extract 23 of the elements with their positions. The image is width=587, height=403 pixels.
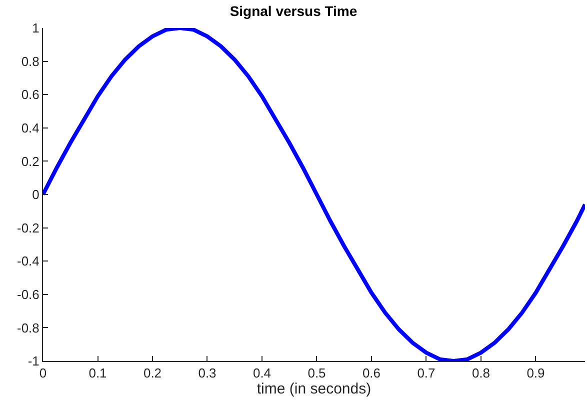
y-tick-label: -0.6: [16, 286, 40, 302]
y-tick-label: 0.4: [21, 120, 40, 136]
y-tick-label: -0.2: [16, 220, 40, 236]
x-axis-title: time (in seconds): [256, 380, 372, 398]
y-tick-label: 0.6: [21, 87, 40, 102]
line-series: [43, 28, 585, 361]
y-tick-label: 0.8: [21, 54, 40, 69]
x-tick-label: 0.7: [417, 366, 436, 381]
x-tick-label: 0.8: [472, 366, 490, 381]
y-tick-label: 1: [32, 20, 40, 36]
x-tick-label: 0.6: [362, 366, 381, 381]
x-tick-label: 0.9: [526, 366, 545, 381]
y-tick-label: -1: [28, 354, 40, 369]
y-tick-label: -0.8: [16, 320, 40, 336]
x-tick-label: 0.3: [198, 366, 216, 381]
y-tick-label: 0: [32, 187, 40, 202]
x-tick-label: 0.5: [308, 366, 326, 381]
y-tick-label: 0.2: [21, 154, 40, 169]
y-tick-label: -0.4: [16, 254, 40, 269]
x-tick-label: 0.2: [143, 366, 162, 381]
x-tick-label: 0.4: [252, 366, 272, 381]
x-tick-label: 0.1: [88, 366, 107, 381]
chart-title: Signal versus Time: [230, 2, 358, 19]
